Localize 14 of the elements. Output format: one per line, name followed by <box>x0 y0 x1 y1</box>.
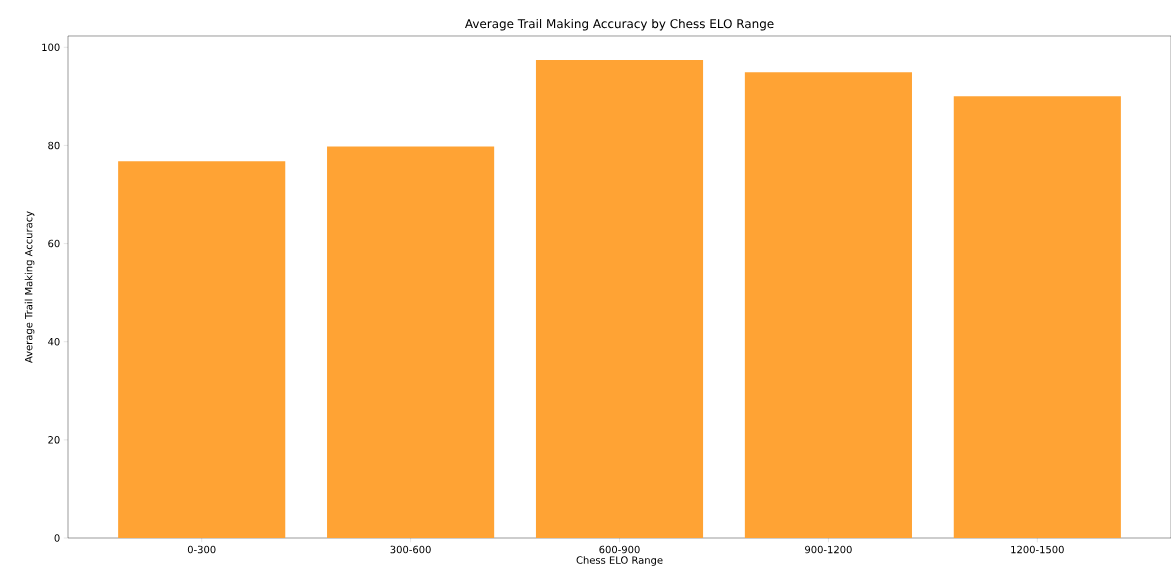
y-tick-label: 80 <box>48 141 60 150</box>
y-tick-label: 40 <box>48 337 60 346</box>
y-tick-label: 0 <box>54 534 60 542</box>
x-tick-label: 900-1200 <box>805 545 852 554</box>
x-tick-label: 300-600 <box>390 545 431 554</box>
x-tick-label: 0-300 <box>187 545 216 554</box>
x-tick-label: 1200-1500 <box>1011 545 1064 554</box>
y-tick-label: 60 <box>48 239 60 248</box>
y-tick-label: 20 <box>48 436 60 444</box>
x-tick-label: 600-900 <box>599 545 640 554</box>
y-axis-title: Average Trail Making Accuracy <box>24 211 35 363</box>
x-axis-title: Chess ELO Range <box>576 556 663 566</box>
y-tick-label: 100 <box>42 43 60 52</box>
chart-title: Average Trail Making Accuracy by Chess ELO Range <box>464 18 774 31</box>
